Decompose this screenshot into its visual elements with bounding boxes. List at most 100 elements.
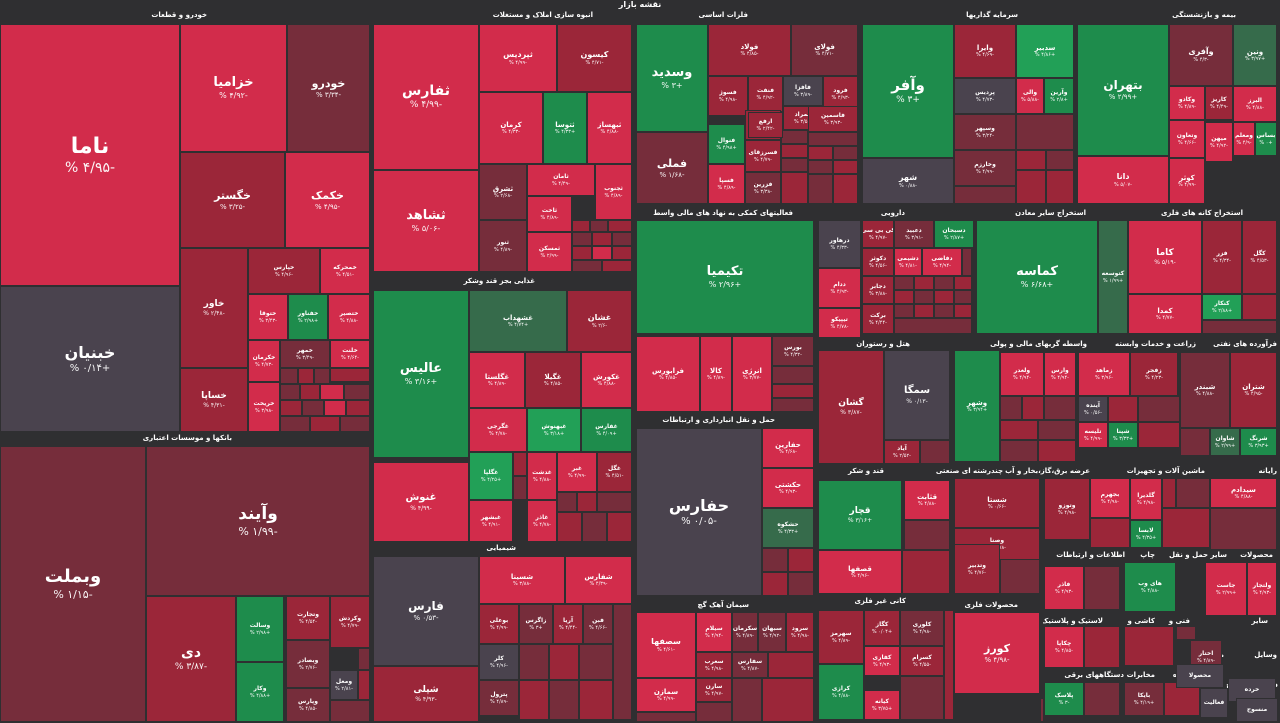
stock-tile-small[interactable]: [1162, 478, 1176, 508]
stock-tile-small[interactable]: [597, 492, 632, 512]
stock-tile[interactable]: کلوری -۴/۹۸ %: [900, 610, 944, 646]
stock-tile-small[interactable]: [572, 232, 592, 246]
stock-tile[interactable]: البرز -۴/۸۸ %: [1233, 86, 1277, 122]
stock-tile[interactable]: کرازی -۴/۸۸ %: [818, 664, 864, 720]
stock-tile[interactable]: بایکا +۴/۱۹ %: [1124, 682, 1164, 716]
stock-tile[interactable]: آینده -۰/۵۶ %: [1078, 396, 1108, 422]
stock-tile[interactable]: درهاور -۴/۳۳ %: [818, 220, 861, 268]
stock-tile[interactable]: غگل -۴/۵۱ %: [597, 452, 632, 492]
stock-tile[interactable]: خکرمان -۴/۷۳ %: [248, 340, 280, 382]
stock-tile-small[interactable]: [1176, 626, 1196, 640]
stock-tile[interactable]: فافزا -۳/۸۹ %: [783, 76, 823, 106]
stock-tile[interactable]: خزامیا -۴/۹۲ %: [180, 24, 287, 152]
stock-tile-small[interactable]: [944, 610, 954, 720]
stock-tile[interactable]: غگلستا -۴/۸۹ %: [469, 352, 525, 408]
stock-tile[interactable]: وکار +۴/۸۸ %: [236, 662, 284, 722]
stock-tile-small[interactable]: [330, 700, 370, 722]
stock-tile-small[interactable]: [833, 160, 858, 174]
stock-tile-small[interactable]: [1084, 566, 1120, 610]
stock-tile-small[interactable]: [1000, 396, 1022, 420]
stock-tile-small[interactable]: [607, 512, 632, 542]
stock-tile[interactable]: غبر -۴/۹۹ %: [557, 452, 597, 492]
stock-tile[interactable]: دشیمی -۴/۸۱ %: [894, 248, 922, 276]
stock-tile[interactable]: وخارزم -۴/۹۹ %: [954, 150, 1016, 186]
stock-tile-small[interactable]: [894, 304, 914, 318]
stock-tile[interactable]: شاوان +۲/۹۹ %: [1210, 428, 1240, 456]
stock-tile[interactable]: خریخت -۳/۹۸ %: [248, 382, 280, 432]
stock-tile-small[interactable]: [904, 520, 950, 550]
stock-tile-small[interactable]: [310, 416, 340, 432]
stock-tile[interactable]: ثنور -۴/۸۹ %: [479, 220, 527, 272]
stock-tile-small[interactable]: [298, 368, 314, 384]
stock-tile[interactable]: ثمسکن -۲/۹۹ %: [527, 232, 572, 272]
stock-tile-small[interactable]: [302, 400, 324, 416]
stock-tile[interactable]: میهن -۴/۹۲ %: [1205, 122, 1233, 162]
stock-tile-small[interactable]: [808, 146, 833, 160]
stock-tile[interactable]: وکادو -۴/۸۹ %: [1169, 86, 1205, 120]
stock-tile[interactable]: وتوزو -۴/۹۸ %: [1044, 478, 1090, 540]
stock-tile[interactable]: وارس -۴/۹۴ %: [1044, 352, 1076, 396]
stock-tile-small[interactable]: [358, 648, 370, 670]
stock-tile-small[interactable]: [781, 172, 808, 204]
stock-tile[interactable]: خاور -۲/۴۸ %: [180, 248, 248, 368]
stock-tile[interactable]: وسپهر -۳/۲۴ %: [954, 114, 1016, 150]
stock-tile-small[interactable]: [579, 644, 613, 680]
stock-tile-small[interactable]: [613, 604, 632, 720]
stock-tile-small[interactable]: [1180, 428, 1210, 456]
stock-tile[interactable]: خمهر -۳/۴۹ %: [280, 340, 330, 368]
stock-tile[interactable]: فرابورس -۴/۸۵ %: [636, 336, 700, 412]
stock-tile-small[interactable]: [572, 220, 590, 232]
stock-tile[interactable]: ثامان -۴/۴۹ %: [527, 164, 595, 196]
stock-tile[interactable]: غاذر -۴/۷۸ %: [527, 500, 557, 542]
stock-tile[interactable]: عالیس +۳/۱۶ %: [373, 290, 469, 458]
stock-tile[interactable]: وسالت +۲/۹۸ %: [236, 596, 284, 662]
stock-tile[interactable]: غشهداب +۴/۷۴ %: [469, 290, 567, 352]
stock-tile-small[interactable]: [1124, 626, 1174, 666]
stock-tile[interactable]: حشکوه +۴/۳۳ %: [762, 508, 814, 548]
stock-tile-small[interactable]: [772, 366, 814, 384]
stock-tile[interactable]: کمدا -۴/۷۷ %: [1128, 294, 1202, 334]
stock-tile-small[interactable]: [934, 304, 954, 318]
stock-tile[interactable]: گلدیرا -۴/۹۸ %: [1130, 478, 1162, 520]
stock-tile[interactable]: کرمان -۴/۳۳ %: [479, 92, 543, 164]
stock-tile[interactable]: شبندر -۴/۸۸ %: [1180, 352, 1230, 428]
stock-tile[interactable]: وتدبیر -۴/۷۶ %: [954, 544, 1000, 594]
stock-tile[interactable]: زاگرس +۳ %: [519, 604, 553, 644]
stock-tile[interactable]: ونین +۳/۹۷ %: [1233, 24, 1277, 86]
stock-tile[interactable]: کی بی سی -۴/۹۷ %: [862, 220, 894, 248]
stock-tile-small[interactable]: [549, 644, 579, 680]
stock-tile[interactable]: کلر -۴/۹۶ %: [479, 644, 519, 680]
stock-tile-small[interactable]: [314, 368, 330, 384]
stock-tile[interactable]: دعبید -۳/۹۱ %: [894, 220, 934, 248]
stock-tile[interactable]: شرنگ +۳/۹۳ %: [1240, 428, 1277, 456]
stock-tile-small[interactable]: [340, 416, 370, 432]
stock-tile-small[interactable]: [808, 160, 833, 174]
stock-tile-small[interactable]: [280, 400, 302, 416]
stock-tile[interactable]: ارفع -۲/۴۲ %: [748, 112, 783, 138]
stock-tile-small[interactable]: [1176, 478, 1210, 508]
stock-tile[interactable]: خفناور +۲/۹۸ %: [288, 294, 328, 340]
stock-tile[interactable]: انرژی -۳/۷۷ %: [732, 336, 772, 412]
stock-tile[interactable]: فاذر -۴/۹۳ %: [1044, 566, 1084, 610]
stock-tile[interactable]: دکوثر -۴/۵۶ %: [862, 248, 894, 276]
stock-tile[interactable]: ولغدر -۴/۹۴ %: [1000, 352, 1044, 396]
stock-tile[interactable]: ختوقا -۳/۴۳ %: [248, 294, 288, 340]
stock-tile[interactable]: ثشرق -۲/۶۸ %: [479, 164, 527, 220]
stock-tile[interactable]: ختصیر -۴/۸۸ %: [328, 294, 370, 340]
stock-tile[interactable]: فزرین -۳/۳۸ %: [745, 172, 781, 204]
stock-tile[interactable]: دانا -۵/۰۷ %: [1077, 156, 1169, 204]
stock-tile-small[interactable]: [1044, 396, 1076, 420]
stock-tile-small[interactable]: [781, 144, 808, 158]
stock-tile[interactable]: وکردش -۴/۷۹ %: [330, 596, 370, 648]
stock-tile[interactable]: کورز -۴/۹۸ %: [954, 612, 1040, 694]
stock-tile[interactable]: وایرا -۴/۶۹ %: [954, 24, 1016, 78]
stock-tile[interactable]: حفارس -۰/۰۵ %: [636, 428, 762, 596]
stock-tile-small[interactable]: [519, 644, 549, 680]
stock-tile-small[interactable]: [572, 260, 602, 272]
stock-tile-small[interactable]: [358, 670, 370, 700]
stock-tile-small[interactable]: [934, 276, 954, 290]
stock-tile[interactable]: تیپیکو -۴/۷۸ %: [818, 308, 861, 338]
stock-tile-small[interactable]: [1084, 626, 1120, 668]
stock-tile[interactable]: خمحرکه -۴/۵۱ %: [320, 248, 370, 294]
stock-tile-small[interactable]: [788, 548, 814, 572]
